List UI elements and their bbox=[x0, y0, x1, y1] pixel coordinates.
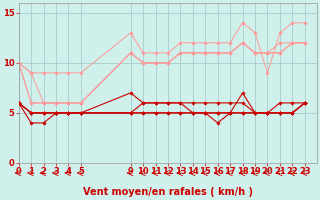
X-axis label: Vent moyen/en rafales ( km/h ): Vent moyen/en rafales ( km/h ) bbox=[83, 187, 253, 197]
